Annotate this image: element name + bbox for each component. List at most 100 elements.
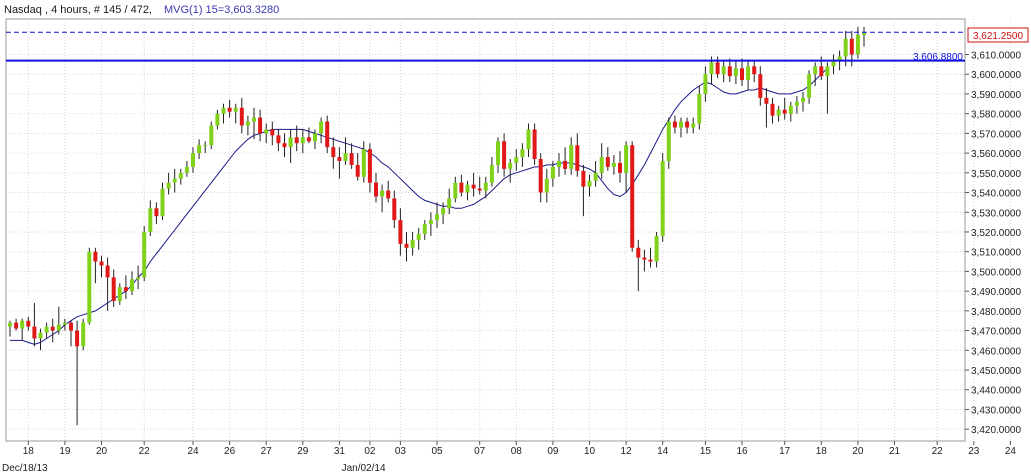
last-price-label: 3,621.2500: [973, 31, 1023, 42]
candle-body: [496, 141, 500, 165]
y-tick-label: 3,440.0000: [971, 386, 1021, 397]
candle: [355, 153, 360, 181]
candle-body: [636, 247, 641, 258]
candle: [319, 117, 324, 144]
candle: [496, 137, 500, 173]
candle-body: [233, 107, 238, 112]
x-tick-label: 05: [431, 446, 443, 457]
candle-body: [8, 322, 12, 327]
candle-body: [550, 166, 555, 179]
y-tick-label: 3,590.0000: [971, 90, 1021, 101]
candle: [105, 257, 110, 311]
candle-body: [148, 208, 153, 232]
candle-body: [727, 66, 732, 77]
candle: [20, 318, 25, 341]
candle-body: [477, 188, 482, 191]
candle: [447, 188, 452, 215]
x-tick-label: 15: [700, 446, 712, 457]
x-tick-label: 08: [511, 446, 523, 457]
candle-body: [813, 66, 818, 75]
candle: [410, 231, 415, 256]
y-tick-label: 3,550.0000: [971, 169, 1021, 180]
candle-body: [252, 117, 256, 122]
candle: [392, 190, 397, 229]
candle: [294, 125, 299, 152]
candle: [142, 226, 147, 282]
candle: [26, 316, 31, 331]
candle: [209, 121, 214, 150]
x-tick-label: 29: [297, 446, 309, 457]
candle: [752, 60, 757, 83]
x-tick-label: 22: [139, 446, 151, 457]
candle-body: [166, 182, 171, 189]
candle-body: [459, 182, 464, 193]
candle-body: [306, 137, 311, 142]
candle-body: [410, 239, 415, 248]
candle-body: [520, 149, 525, 158]
x-tick-label: 20: [96, 446, 108, 457]
candle: [166, 172, 171, 195]
candle: [264, 123, 269, 144]
candle: [666, 117, 671, 169]
candle-body: [209, 125, 214, 146]
candle-body: [99, 261, 104, 266]
candle-body: [197, 145, 202, 154]
candle-body: [593, 172, 598, 181]
candle: [87, 247, 92, 325]
candle: [191, 147, 195, 173]
x-tick-label: 12: [621, 446, 633, 457]
candle-body: [32, 326, 37, 339]
candle-body: [788, 105, 793, 114]
y-tick-label: 3,530.0000: [971, 208, 1021, 219]
candle: [648, 247, 653, 268]
candle: [618, 151, 622, 183]
x-tick-label: 24: [187, 446, 199, 457]
candle: [660, 153, 665, 242]
candle-body: [343, 153, 348, 161]
candle: [569, 137, 574, 175]
candle-body: [386, 190, 391, 199]
candle: [672, 115, 677, 134]
candle: [349, 143, 354, 169]
y-tick-label: 3,540.0000: [971, 189, 1021, 200]
candle-body: [93, 251, 98, 262]
chart-title: Nasdaq , 4 hours, # 145 / 472,: [4, 4, 152, 16]
candle: [374, 172, 378, 203]
candle: [465, 180, 470, 201]
candle: [691, 117, 696, 134]
candle-body: [740, 68, 744, 81]
candle-body: [20, 320, 25, 329]
candle: [697, 86, 702, 130]
candle: [587, 174, 592, 197]
candle-body: [245, 121, 250, 126]
candle-body: [746, 66, 751, 81]
candle-body: [557, 160, 561, 167]
candle: [502, 133, 507, 177]
x-tick-label: 19: [59, 446, 71, 457]
candle: [422, 220, 427, 240]
y-tick-label: 3,520.0000: [971, 228, 1021, 239]
x-tick-label: 26: [224, 446, 236, 457]
candle: [703, 66, 708, 102]
candle: [62, 318, 67, 331]
candle: [203, 141, 208, 154]
candle-body: [715, 62, 720, 75]
candle: [337, 147, 342, 179]
candle-body: [508, 162, 513, 169]
candle: [544, 168, 549, 203]
candle: [630, 141, 635, 252]
candle: [111, 269, 116, 307]
candle: [123, 275, 128, 300]
x-axis: 18 19 20 22 24 26 27 29 31 02 03 05 07 08 09 10 12 14 15 16…: [2, 441, 1016, 474]
candle: [782, 97, 787, 120]
y-tick-label: 3,560.0000: [971, 149, 1021, 160]
candle-body: [215, 113, 220, 126]
candle-body: [770, 103, 775, 116]
candle-body: [514, 157, 519, 163]
candle: [288, 129, 293, 163]
candle-body: [807, 74, 812, 98]
candle: [148, 200, 153, 236]
candle-body: [605, 157, 610, 167]
candle: [483, 176, 488, 199]
y-tick-label: 3,450.0000: [971, 366, 1021, 377]
